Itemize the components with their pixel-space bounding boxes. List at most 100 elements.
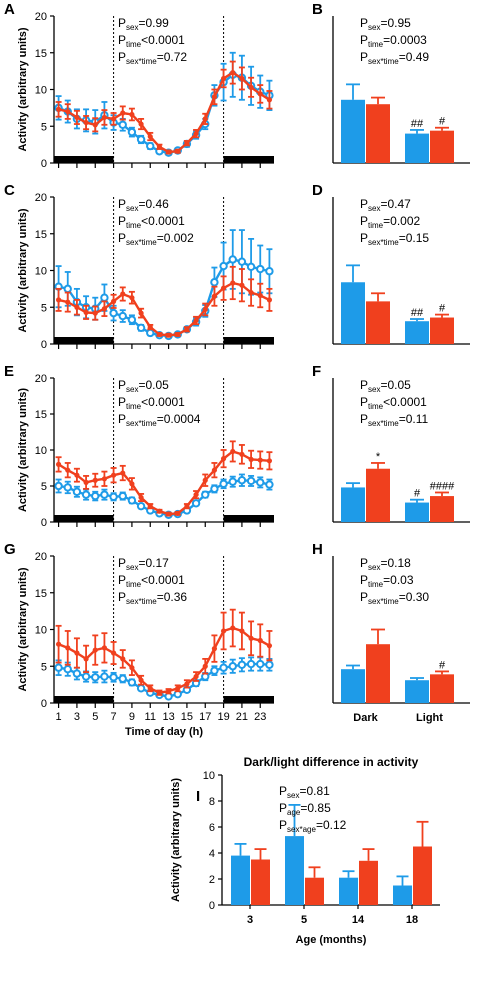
- data-point: [202, 477, 208, 483]
- data-point: [138, 121, 144, 127]
- data-point: [146, 328, 155, 338]
- data-point: [101, 114, 108, 121]
- data-point: [127, 678, 137, 687]
- bar: [341, 282, 365, 344]
- panel-d-stat-2: Ptime=0.002: [360, 214, 421, 230]
- data-point: [266, 458, 273, 464]
- data-point: [193, 492, 199, 498]
- data-point: [266, 297, 273, 303]
- data-point: [175, 331, 181, 338]
- significance-mark: ####: [430, 480, 455, 492]
- dark-period-bar: [54, 156, 114, 163]
- panel-a-stat-1: Psex=0.99: [118, 16, 169, 32]
- data-point: [219, 663, 228, 672]
- data-point: [257, 292, 263, 299]
- panel-c-y-tick-label: 20: [35, 192, 47, 204]
- bar: [341, 99, 365, 163]
- data-point: [83, 656, 89, 662]
- panel-e-y-tick-label: 15: [35, 409, 47, 421]
- panel-g-y-tick-label: 20: [35, 551, 47, 563]
- data-point: [91, 673, 100, 682]
- panel-g-stat-2: Ptime<0.0001: [118, 573, 185, 589]
- data-point: [74, 472, 80, 478]
- panel-i-y-tick-label: 4: [209, 848, 215, 860]
- panel-letter-c: C: [4, 182, 15, 199]
- data-point: [129, 665, 135, 671]
- panel-d-stat-1: Psex=0.47: [360, 197, 411, 213]
- panel-letter-d: D: [312, 182, 323, 199]
- panel-e-y-tick-label: 0: [41, 517, 47, 529]
- data-point: [248, 84, 254, 90]
- bar: [231, 855, 250, 905]
- data-point: [239, 75, 245, 82]
- data-point: [63, 664, 72, 674]
- data-point: [138, 677, 144, 683]
- data-point: [65, 299, 71, 305]
- significance-mark: *: [376, 451, 381, 463]
- data-point: [165, 511, 172, 517]
- bar: [251, 859, 270, 905]
- data-point: [193, 673, 199, 680]
- x-tick-label: 23: [254, 711, 266, 723]
- data-point: [156, 144, 163, 150]
- panel-h-stat-3: Psex*time=0.30: [360, 590, 429, 606]
- data-point: [65, 645, 71, 651]
- series-line: [58, 479, 270, 517]
- data-point: [101, 645, 108, 651]
- data-point: [120, 470, 126, 476]
- panel-a-stat-2: Ptime<0.0001: [118, 33, 185, 49]
- data-point: [228, 662, 237, 671]
- x-tick-label: 9: [129, 711, 135, 723]
- panel-letter-i: I: [196, 788, 200, 805]
- significance-mark: #: [414, 488, 421, 500]
- data-point: [230, 625, 236, 631]
- data-point: [256, 478, 265, 487]
- panel-g-y-tick-label: 5: [41, 661, 47, 673]
- panel-e-stat-2: Ptime<0.0001: [118, 395, 185, 411]
- x-tick-label: 18: [406, 914, 418, 926]
- y-axis-title: Activity (arbitrary units): [17, 208, 29, 332]
- data-point: [165, 332, 172, 338]
- panel-c-stat-1: Psex=0.46: [118, 197, 169, 213]
- x-tick-label: 7: [111, 711, 117, 723]
- data-point: [191, 499, 201, 508]
- data-point: [256, 659, 265, 669]
- data-point: [265, 267, 274, 276]
- data-point: [184, 326, 190, 332]
- panel-i-stat-1: Psex=0.81: [279, 784, 330, 800]
- data-point: [55, 641, 62, 647]
- data-point: [230, 69, 236, 76]
- x-axis-title: Time of day (h): [125, 726, 203, 738]
- data-point: [202, 663, 208, 669]
- bar: [341, 669, 365, 703]
- dark-period-bar: [54, 337, 114, 344]
- panel-e-y-tick-label: 10: [35, 445, 47, 457]
- dark-period-bar: [223, 515, 274, 522]
- x-tick-label: 11: [145, 711, 156, 723]
- data-point: [230, 280, 236, 286]
- data-point: [184, 681, 190, 687]
- data-point: [136, 501, 146, 511]
- data-point: [118, 674, 127, 683]
- data-point: [120, 291, 126, 297]
- x-category-label: Light: [416, 712, 443, 724]
- bar: [405, 321, 429, 344]
- panel-b-stat-3: Psex*time=0.49: [360, 50, 429, 66]
- series-line: [57, 450, 270, 516]
- data-point: [110, 298, 117, 304]
- panel-a-y-tick-label: 20: [35, 11, 47, 23]
- data-point: [219, 479, 228, 489]
- data-point: [81, 672, 91, 681]
- panel-f-stat-2: Ptime<0.0001: [360, 395, 427, 411]
- panel-g-stat-1: Psex=0.17: [118, 556, 169, 572]
- data-point: [109, 308, 118, 318]
- data-point: [266, 643, 273, 649]
- data-point: [110, 116, 117, 122]
- bar: [366, 644, 390, 703]
- data-point: [147, 133, 153, 140]
- bar: [359, 860, 378, 905]
- data-point: [83, 119, 89, 126]
- data-point: [246, 659, 256, 669]
- data-point: [101, 476, 108, 482]
- data-point: [147, 685, 153, 691]
